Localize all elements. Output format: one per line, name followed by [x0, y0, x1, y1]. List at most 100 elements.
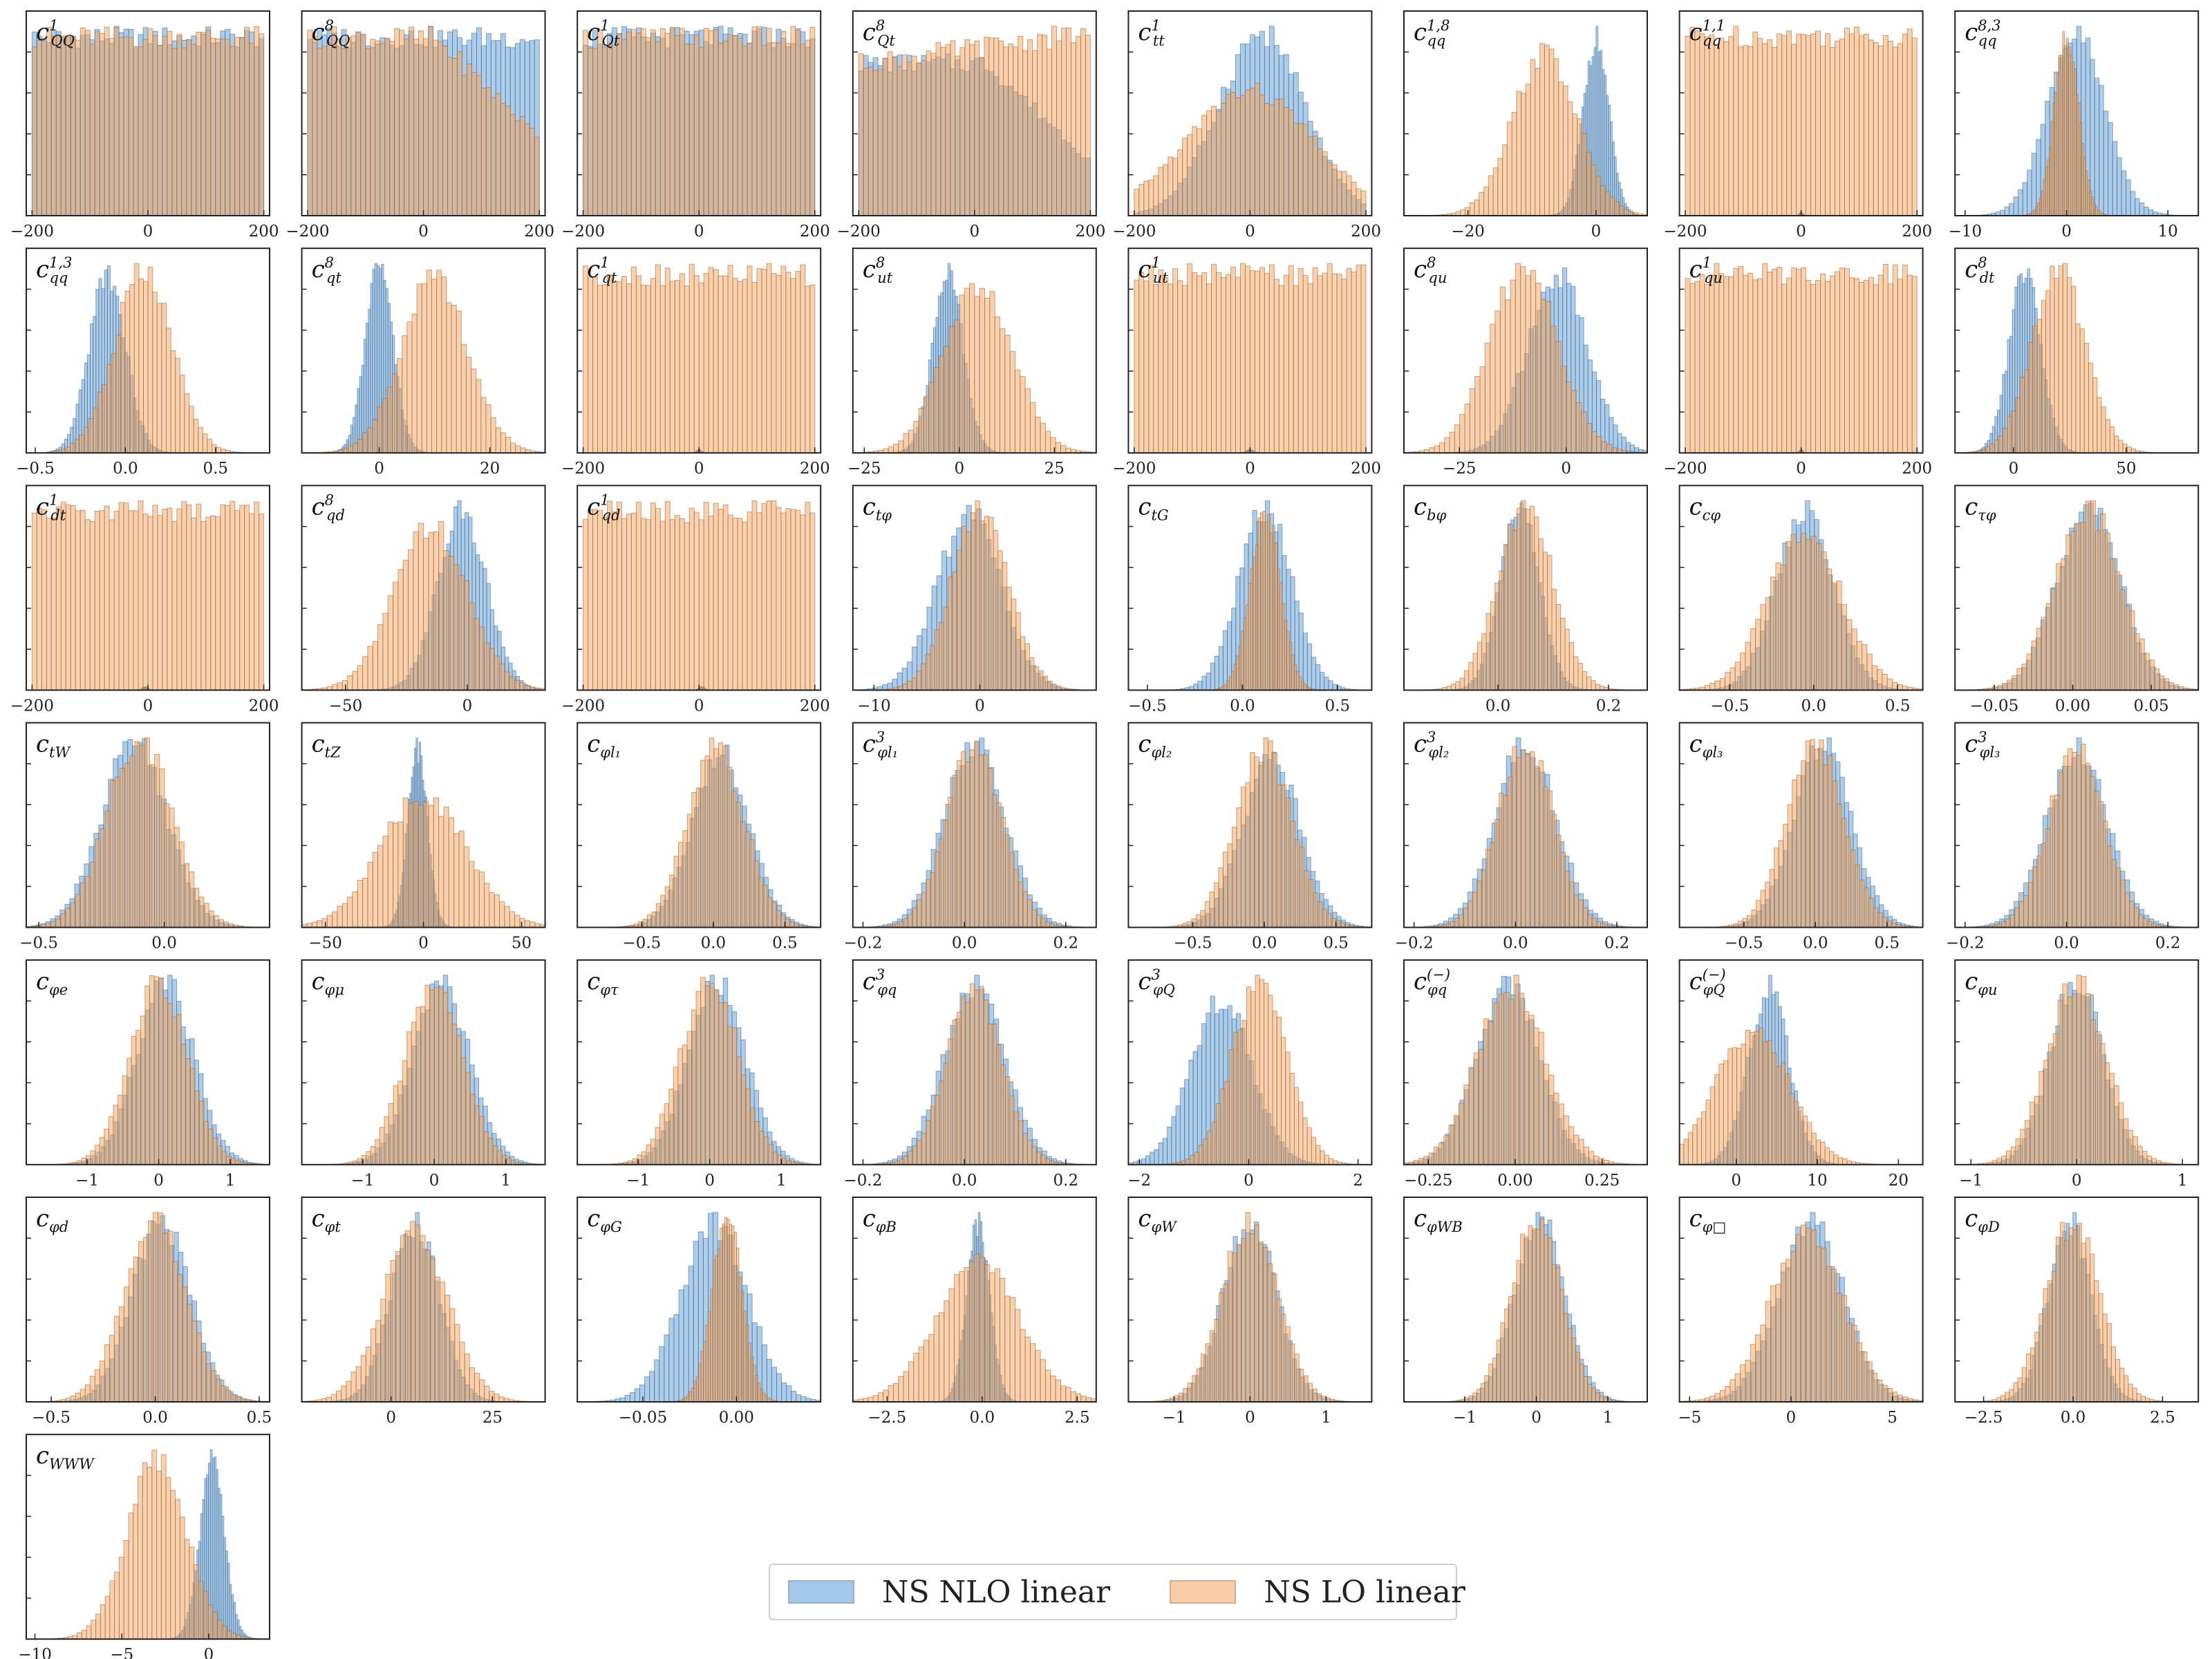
x-tick-label: 0.05	[2133, 697, 2168, 715]
histogram-bar-lo	[2021, 664, 2027, 691]
histogram-bar-lo	[1580, 1363, 1584, 1403]
histogram-bar-lo	[470, 1094, 476, 1165]
histogram-bar-lo	[1011, 599, 1017, 691]
histogram-bar-lo	[2109, 1073, 2115, 1165]
histogram-bar-nlo	[1167, 1126, 1172, 1165]
panel-frame	[1127, 959, 1373, 1165]
histogram-bar-lo	[659, 1114, 665, 1165]
histogram-bar-lo	[1450, 684, 1456, 691]
panel: −0.5 0.0 0.5c1,3 qq	[16, 247, 270, 478]
histogram-bar-lo	[1516, 757, 1522, 928]
x-tick-label: −1	[1162, 1409, 1185, 1427]
histogram-bar-lo	[484, 642, 490, 691]
x-tick-label: 0.25	[1584, 1172, 1620, 1190]
histogram-bar-lo	[1209, 891, 1215, 928]
histogram-bar-lo	[1483, 187, 1489, 216]
histogram-bar-lo	[1241, 787, 1246, 928]
x-tick-label: −2.5	[868, 1409, 906, 1427]
panel: −0.2 0.0 0.2c3 φl₁	[844, 722, 1097, 953]
histogram-bar-lo	[456, 51, 462, 216]
histogram-bar-lo	[1469, 202, 1475, 216]
histogram-bar-lo	[438, 521, 444, 691]
x-tick-label: 1	[776, 1172, 787, 1190]
histogram-bar-lo	[122, 1075, 128, 1165]
histogram-bar-lo	[1245, 1212, 1250, 1403]
histogram-bar-lo	[509, 114, 516, 216]
histogram-bar-lo	[2138, 914, 2144, 928]
histogram-bar-lo	[2075, 323, 2081, 453]
histogram-bar-lo	[742, 521, 748, 691]
histogram-bar-lo	[964, 39, 971, 216]
histogram-bar-lo	[1492, 1357, 1497, 1403]
histogram-bar-lo	[1525, 508, 1530, 691]
histogram-bar-lo	[1488, 1021, 1494, 1165]
histogram-bar-lo	[1718, 273, 1725, 453]
histogram-bar-lo	[722, 746, 728, 928]
histogram-bar-lo	[31, 46, 37, 216]
panel-frame	[852, 722, 1097, 928]
histogram-bar-lo	[592, 509, 599, 691]
histogram-bar-lo	[2062, 263, 2068, 453]
histogram-bar-lo	[722, 40, 729, 216]
x-tick-label: −0.5	[16, 460, 55, 478]
histogram-bar-lo	[465, 357, 472, 453]
histogram-bar-lo	[1249, 87, 1255, 216]
histogram-bar-lo	[1433, 1147, 1440, 1165]
histogram-bar-lo	[968, 283, 975, 453]
histogram-bar-lo	[763, 1136, 769, 1165]
histogram-bar-lo	[70, 442, 75, 453]
histogram-bar-lo	[217, 1145, 223, 1165]
histogram-bar-lo	[650, 29, 656, 216]
x-tick-label: −10	[1949, 223, 1983, 241]
histogram-bar-lo	[102, 384, 108, 453]
histogram-bar-lo	[2105, 419, 2110, 453]
x-tick-label: −1	[1453, 1409, 1477, 1427]
histogram-bar-lo	[745, 1088, 751, 1165]
x-tick-label: 0	[1244, 1172, 1254, 1190]
histogram-bar-lo	[377, 406, 383, 453]
histogram-bar-lo	[1075, 36, 1081, 216]
histogram-bar-lo	[602, 516, 608, 691]
histogram-bar-lo	[1257, 517, 1261, 691]
histogram-bar-lo	[400, 1235, 406, 1403]
histogram-bar-lo	[1172, 158, 1179, 216]
histogram-bar-lo	[1497, 158, 1503, 216]
histogram-bar-lo	[352, 671, 358, 691]
histogram-bar-lo	[684, 522, 690, 691]
x-tick-label: −1	[1959, 1172, 1983, 1190]
histogram-bar-lo	[446, 302, 452, 453]
histogram-bar-lo	[952, 1020, 957, 1165]
histogram-bar-lo	[2067, 996, 2072, 1165]
histogram-bar-lo	[1288, 109, 1294, 216]
histogram-bar-lo	[761, 45, 767, 216]
histogram-bar-lo	[956, 1011, 962, 1165]
histogram-bar-lo	[1276, 1016, 1282, 1165]
histogram-bar-lo	[379, 43, 386, 216]
x-tick-label: 200	[249, 223, 279, 241]
histogram-bar-lo	[1249, 1233, 1255, 1403]
histogram-bar-lo	[616, 501, 622, 691]
histogram-bar-lo	[664, 886, 671, 928]
histogram-bar-lo	[355, 31, 362, 216]
histogram-bar-lo	[698, 1363, 702, 1403]
histogram-bar-lo	[1837, 1157, 1844, 1165]
histogram-bar-lo	[2092, 377, 2098, 453]
histogram-bar-lo	[991, 794, 997, 928]
histogram-bar-lo	[1563, 1115, 1570, 1165]
histogram-bar-lo	[218, 919, 224, 928]
histogram-bar-lo	[399, 30, 405, 216]
histogram-bar-lo	[213, 915, 219, 928]
histogram-bar-lo	[929, 645, 935, 691]
x-tick-label: 1	[2177, 1172, 2188, 1190]
histogram-bar-lo	[497, 1150, 503, 1165]
histogram-bar-lo	[434, 1276, 440, 1403]
histogram-bar-lo	[149, 975, 155, 1165]
histogram-bar-lo	[97, 391, 103, 453]
histogram-bar-lo	[1775, 562, 1781, 691]
histogram-bar-lo	[194, 888, 200, 928]
histogram-bar-lo	[771, 41, 777, 216]
histogram-bar-lo	[897, 66, 903, 216]
histogram-bar-lo	[965, 762, 971, 928]
histogram-bar-lo	[207, 438, 213, 453]
histogram-bar-lo	[2023, 895, 2029, 928]
